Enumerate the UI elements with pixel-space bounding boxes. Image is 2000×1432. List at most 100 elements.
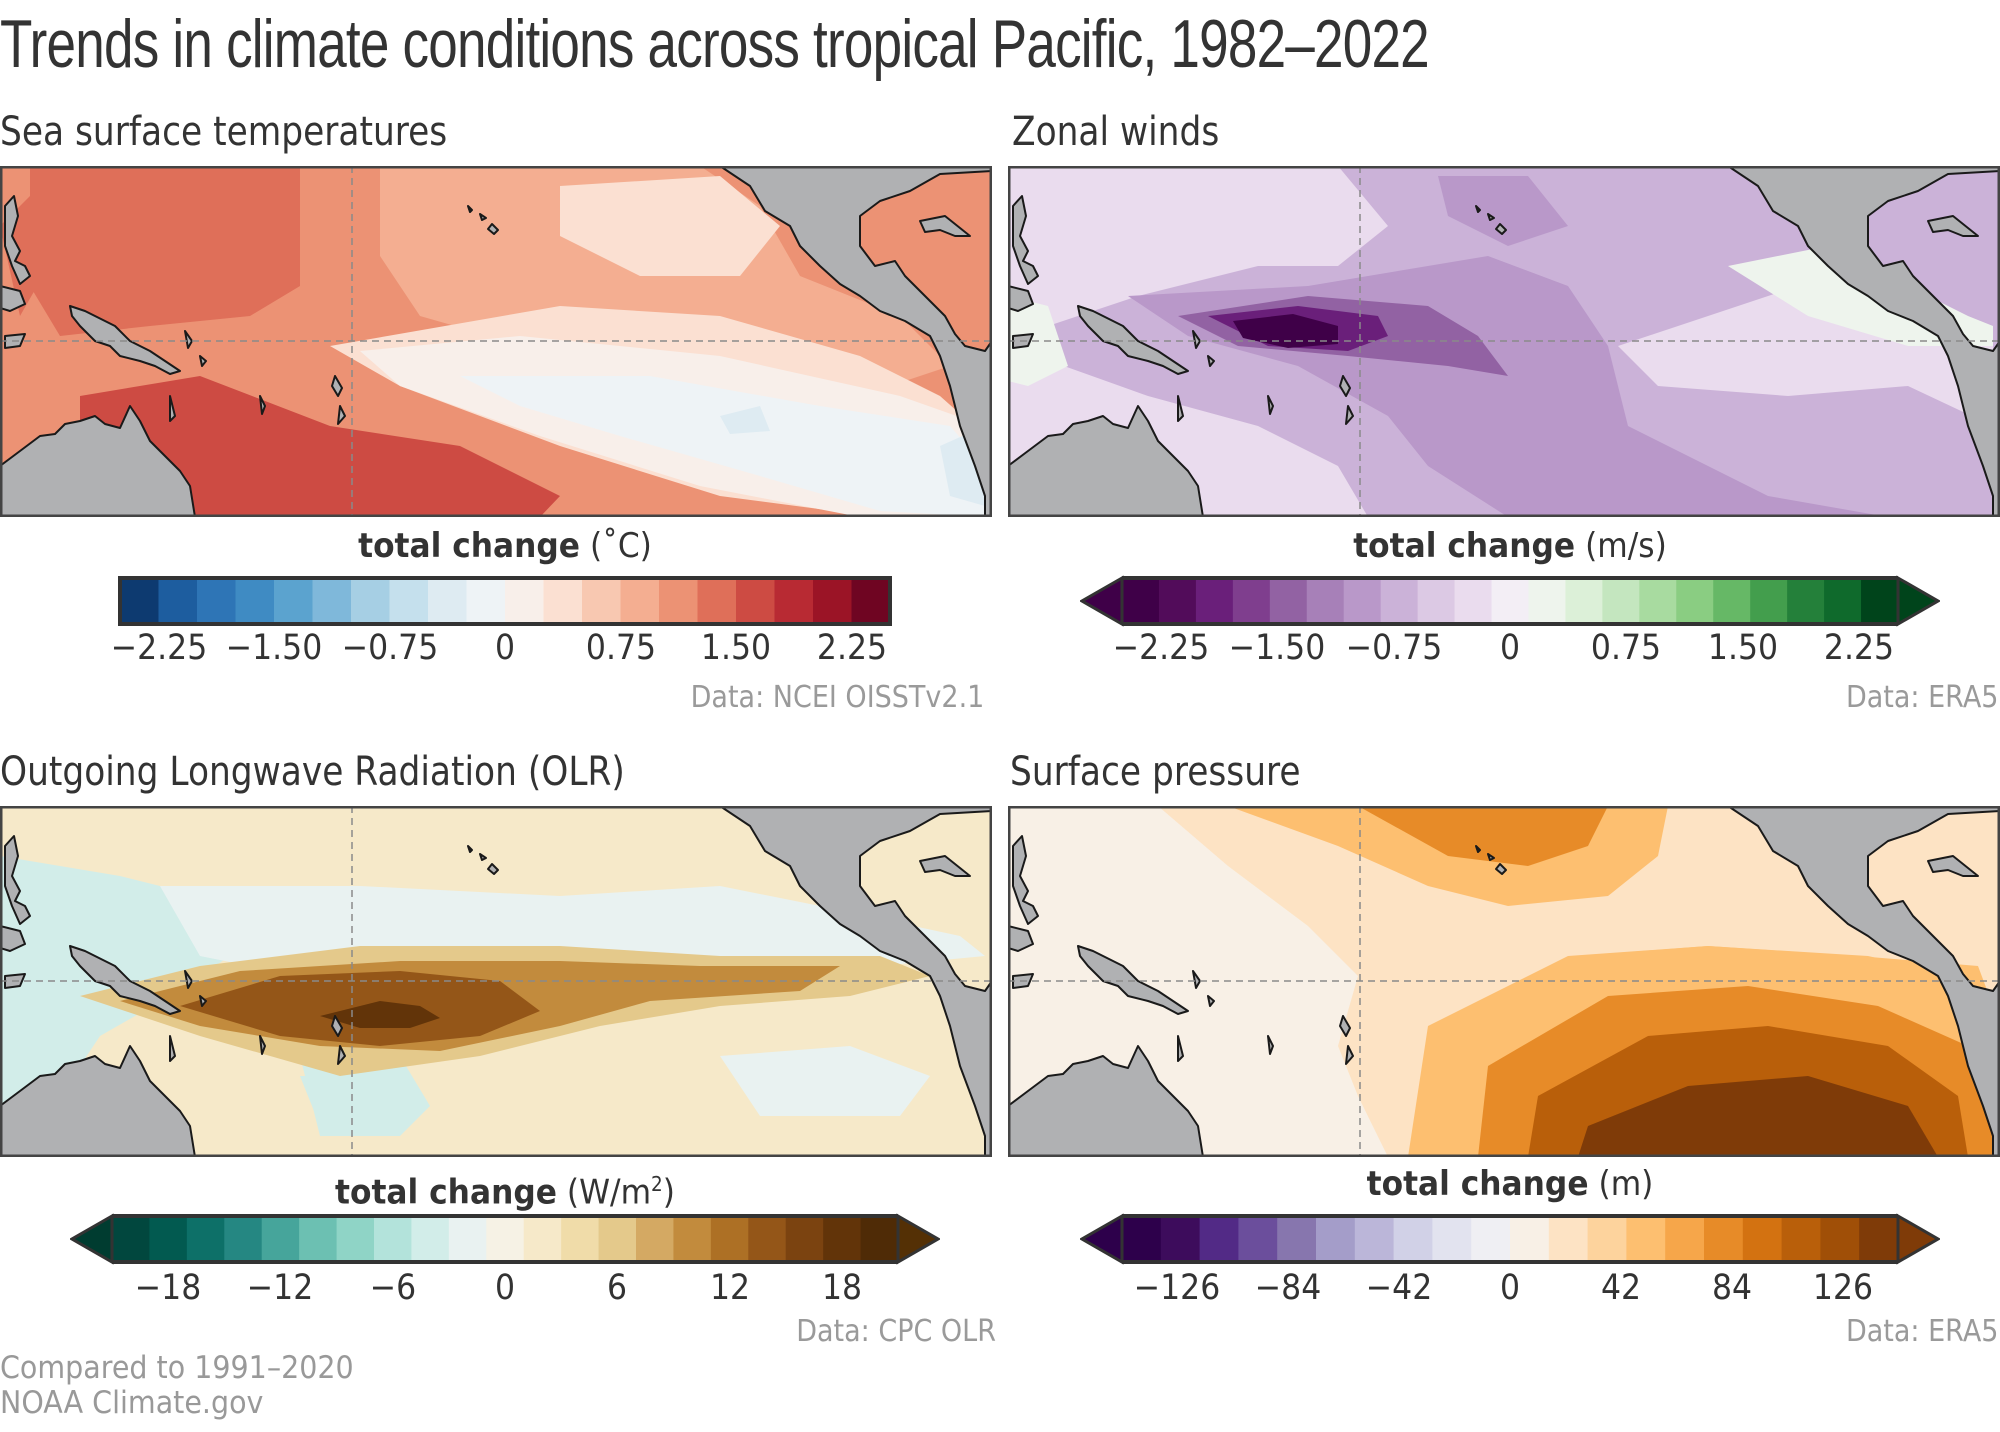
colorbar-segment <box>374 1216 413 1262</box>
colorbar-segment <box>486 1216 525 1262</box>
philippines-landmass <box>1012 195 1039 285</box>
colorbar-olr <box>70 1213 940 1265</box>
colorbar-tick-label: −6 <box>369 1268 416 1308</box>
colorbar-segment <box>1676 578 1714 624</box>
colorbar-segment <box>1750 578 1788 624</box>
colorbar-unit: (W/m <box>566 1172 652 1213</box>
colorbar-label: total change <box>335 1172 557 1213</box>
colorbar-title-olr: total change (W/m2) <box>335 1164 675 1212</box>
map-olr <box>0 806 992 1157</box>
colorbar-segment <box>1665 1216 1705 1262</box>
colorbar-segment <box>1195 578 1234 624</box>
colorbar-tick-label: −0.75 <box>1345 628 1442 668</box>
colorbar-segment <box>1380 578 1419 624</box>
map-panel-winds <box>1008 166 2000 517</box>
colorbar-tick-label: −42 <box>1365 1268 1433 1308</box>
contour-region-north-band <box>160 886 985 1116</box>
colorbar-label: total change <box>358 526 581 566</box>
colorbar-segment <box>1277 1216 1317 1262</box>
colorbar-segment <box>351 578 391 624</box>
colorbar-title-winds: total change (m/s) <box>1353 526 1667 566</box>
colorbar-segment <box>1158 578 1197 624</box>
pacific-islands <box>169 970 346 1065</box>
colorbar-segment <box>1787 578 1825 624</box>
colorbar-segment <box>860 1216 899 1262</box>
colorbar-segment <box>224 1216 263 1262</box>
australia-landmass <box>0 1045 196 1157</box>
colorbar-segment <box>851 578 891 624</box>
colorbar-segment <box>659 578 699 624</box>
colorbar-segment <box>389 578 429 624</box>
colorbar-border <box>118 576 892 626</box>
colorbar-segment <box>697 578 737 624</box>
colorbar-unit: (m/s) <box>1585 526 1667 566</box>
colorbar-segment <box>120 578 160 624</box>
colorbar-segment <box>1781 1216 1821 1262</box>
contour-region-central-band <box>1128 176 1888 517</box>
colorbar-tick-label: −2.25 <box>110 628 207 668</box>
colorbar-segment <box>158 578 198 624</box>
colorbar-segment <box>710 1216 749 1262</box>
colorbar-tick-label: −84 <box>1255 1268 1322 1308</box>
new-guinea-landmass <box>1077 305 1189 375</box>
colorbar-label: total change <box>1366 1164 1589 1204</box>
colorbar-tick-label: 1.50 <box>1707 628 1778 668</box>
map-sst <box>0 166 992 517</box>
map-frame <box>1008 166 2000 517</box>
data-source-pressure: Data: ERA5 <box>1845 1314 1998 1349</box>
data-source-winds: Data: ERA5 <box>1845 680 1998 715</box>
colorbar-segment <box>1122 578 1160 624</box>
colorbar-unit: (˚C) <box>589 526 652 566</box>
colorbar-segment <box>261 1216 300 1262</box>
pacific-islands <box>1177 970 1354 1065</box>
colorbar-segment <box>505 578 545 624</box>
new-guinea-landmass <box>69 305 181 375</box>
colorbar-segment <box>197 578 237 624</box>
colorbar-tick-label: −2.25 <box>1112 628 1210 668</box>
colorbar-segment <box>1471 1216 1511 1262</box>
colorbar-tick-label: 0 <box>494 628 516 668</box>
map-winds <box>1008 166 2000 517</box>
colorbar-segment <box>1432 1216 1472 1262</box>
colorbar-tick-label: 1.50 <box>700 628 772 668</box>
colorbar-segment <box>1306 578 1345 624</box>
indonesia-islands <box>1008 925 1034 989</box>
figure-title: Trends in climate conditions across trop… <box>0 6 1430 82</box>
colorbar-extend-min <box>1080 575 1124 627</box>
colorbar-unit-end: ) <box>662 1172 675 1213</box>
contour-region-se-core <box>1578 1076 1938 1157</box>
colorbar-segment <box>1417 578 1456 624</box>
colorbar-segment <box>620 578 660 624</box>
colorbar-segment <box>1528 578 1567 624</box>
panel-title-sst: Sea surface temperatures <box>0 109 448 155</box>
colorbar-segment <box>543 578 583 624</box>
map-frame <box>0 166 992 517</box>
colorbar-tick-label: 0 <box>1499 1268 1521 1308</box>
colorbar-segment <box>1454 578 1493 624</box>
colorbar-extend-max <box>896 1213 940 1265</box>
baseline-note: Compared to 1991–2020 <box>0 1350 354 1386</box>
colorbar-segment <box>523 1216 562 1262</box>
colorbar-segment <box>1343 578 1382 624</box>
colorbar-segment <box>299 1216 338 1262</box>
colorbar-tick-label: −126 <box>1134 1268 1221 1308</box>
colorbar-tick-label: 0.75 <box>1591 628 1662 668</box>
contour-region-jet-core <box>1233 314 1338 348</box>
cuba-island <box>1927 215 1979 237</box>
cuba-island <box>919 855 971 877</box>
contour-region-south-blob <box>300 1076 420 1136</box>
colorbar-segment <box>112 1216 151 1262</box>
colorbar-segment <box>736 578 776 624</box>
colorbar-segment <box>1639 578 1677 624</box>
contour-region-sw <box>80 376 560 517</box>
pacific-islands <box>1177 330 1354 425</box>
colorbar-unit: (m) <box>1598 1164 1654 1204</box>
colorbar-segment <box>1393 1216 1433 1262</box>
colorbar-extend-min <box>70 1213 114 1265</box>
colorbar-segment <box>1238 1216 1278 1262</box>
colorbar-segment <box>336 1216 375 1262</box>
australia-landmass <box>1008 1045 1204 1157</box>
colorbar-segment <box>1861 578 1899 624</box>
philippines-landmass <box>1012 835 1039 925</box>
colorbar-tick-label: 84 <box>1711 1268 1752 1308</box>
